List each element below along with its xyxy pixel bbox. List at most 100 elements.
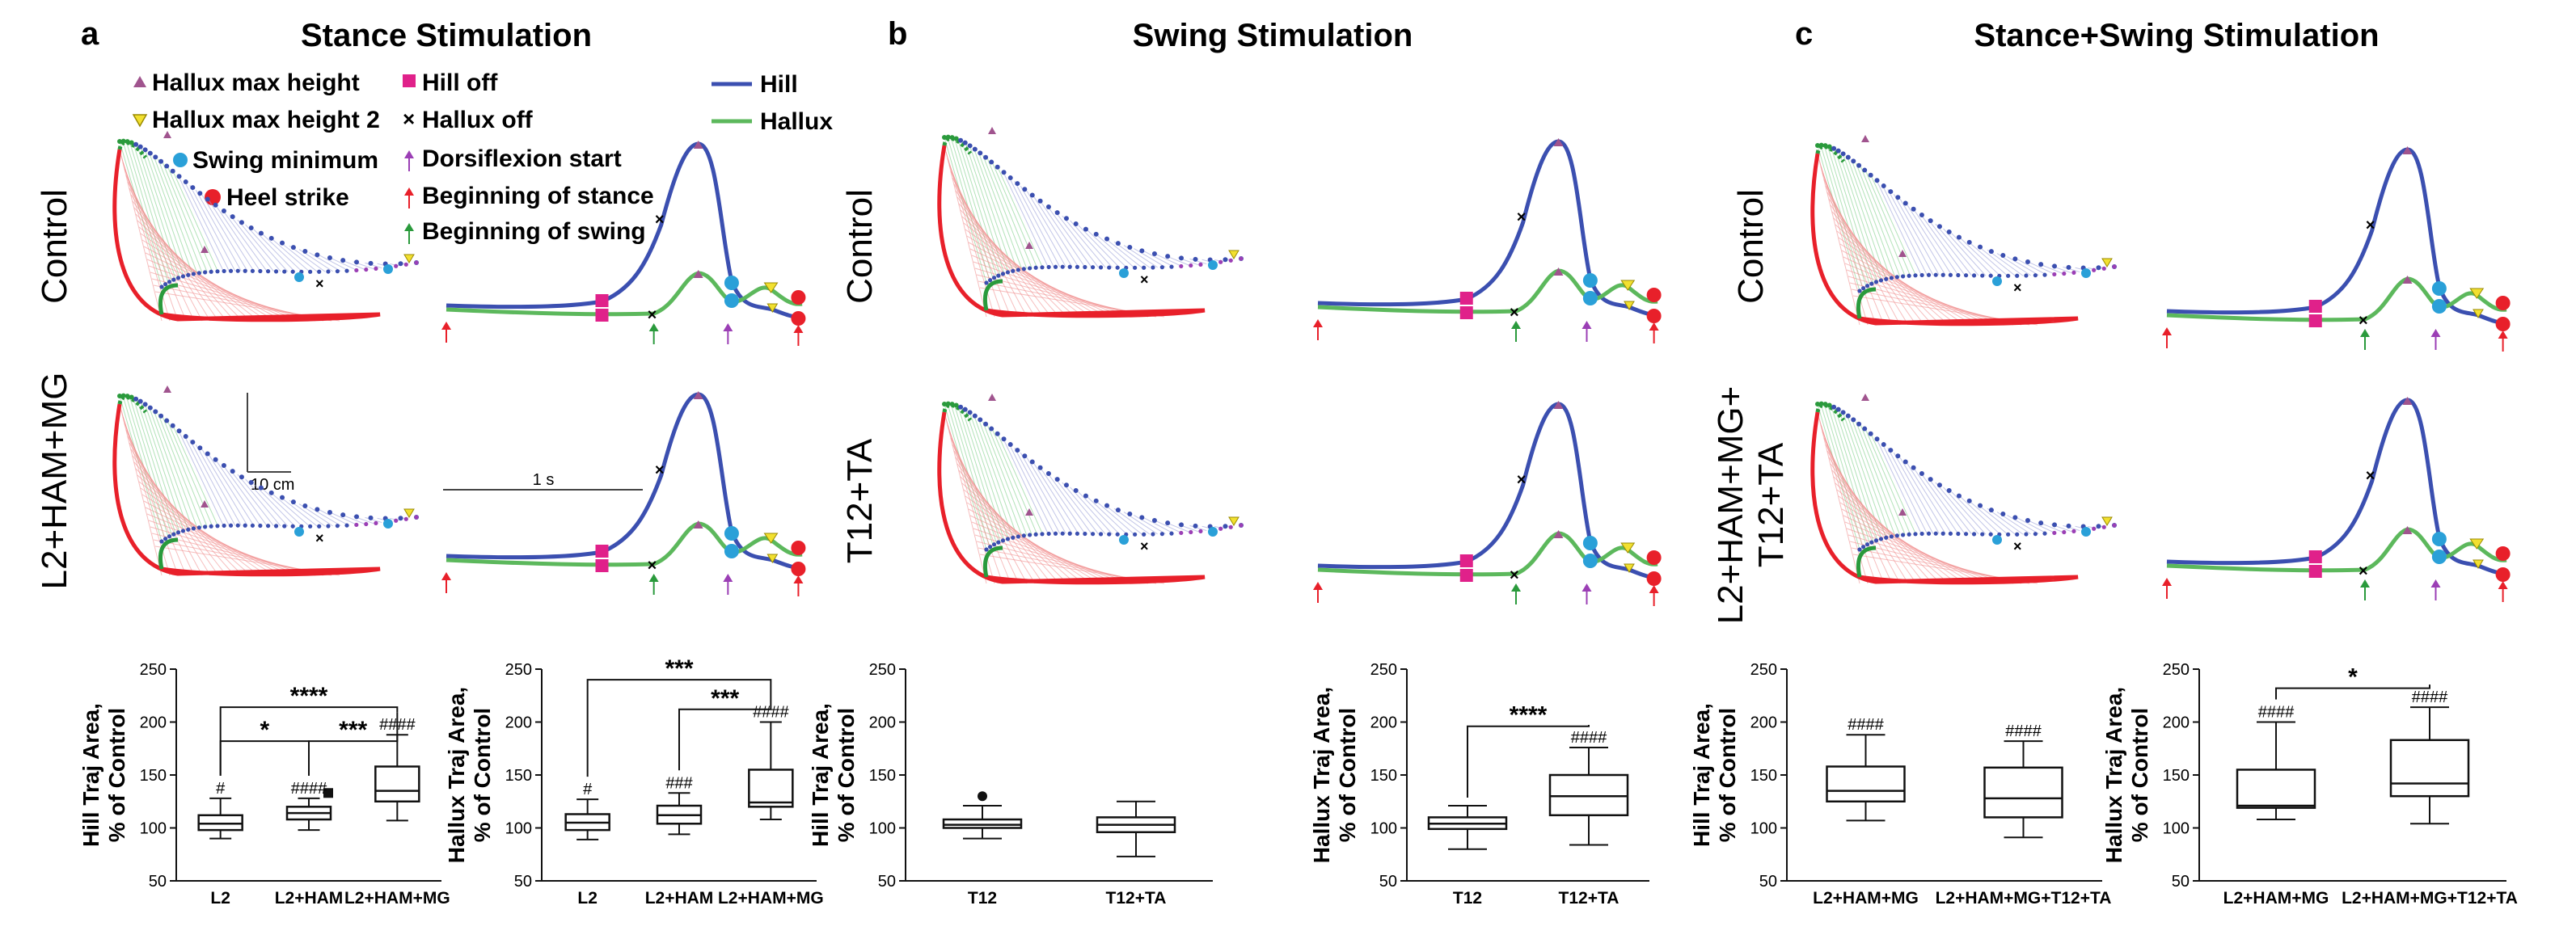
hill-dot [962, 140, 968, 145]
hallux-dot [209, 524, 213, 529]
stick-line [1086, 229, 1128, 268]
hallux-dot [374, 520, 378, 525]
row-label-c-stim-line1: L2+HAM+MG+ [1711, 386, 1750, 625]
hill-dot [354, 259, 360, 265]
hallux-dot [1011, 535, 1016, 540]
x-category-label: L2+HAM [275, 889, 344, 908]
stick-line [1856, 162, 1901, 277]
hallux-dot [258, 523, 263, 529]
hill-dot [1139, 515, 1145, 520]
hill-dot [354, 514, 360, 520]
dorsiflexion-arrow [2430, 579, 2441, 588]
hallux-dot [250, 523, 255, 528]
legend-beginning-of-swing: Beginning of swing [422, 218, 646, 245]
hallux-dot [364, 521, 369, 527]
stick-line [2063, 524, 2080, 532]
stance-arrow [1313, 319, 1323, 327]
hill-dot [958, 404, 964, 410]
max-height-marker [2402, 397, 2413, 405]
max-height2-marker [1620, 542, 1636, 554]
hill-dot [2066, 264, 2071, 270]
scale-time-label: 1 s [533, 471, 555, 489]
hill-dot [1151, 251, 1157, 257]
y-tick-label: 50 [514, 873, 532, 891]
stick-line [1008, 176, 1054, 267]
y-tick-label: 250 [505, 661, 532, 679]
stick-line [2007, 515, 2039, 534]
stance-line [130, 449, 219, 576]
hallux-dot [175, 530, 181, 535]
hallux-dot [1040, 532, 1045, 537]
hallux-dot [344, 268, 349, 273]
hallux-dot [2024, 273, 2029, 278]
hill-off-marker-icon [403, 74, 416, 87]
stick-line [1166, 522, 1190, 533]
stick-line [1906, 462, 1953, 534]
hill-dot [1815, 143, 1820, 148]
hallux-dot [180, 274, 186, 279]
hill-dot [315, 252, 320, 258]
hallux-dot [317, 524, 322, 529]
hill-off-marker [595, 294, 609, 307]
hill-dot [995, 431, 1000, 436]
hallux-dot [308, 524, 313, 529]
y-tick-label: 100 [1750, 820, 1777, 838]
hill-off-marker [1459, 569, 1473, 582]
hill-trace [446, 392, 803, 571]
box [2236, 769, 2316, 809]
x-category-label: T12 [1453, 889, 1482, 908]
hill-dot [989, 426, 995, 432]
hill-dot [221, 208, 226, 214]
hallux-off-marker: × [2359, 312, 2368, 330]
hallux-dot [2006, 532, 2011, 537]
significance-hash: #### [2258, 704, 2295, 722]
stance-arrow [2162, 578, 2172, 586]
hallux-dot [326, 524, 331, 529]
hallux-off-marker: × [1517, 208, 1527, 226]
max-height-marker [693, 391, 703, 399]
hill-off-marker [595, 309, 609, 322]
stick-line [280, 242, 318, 272]
stick-line [1155, 520, 1182, 533]
stance-line [127, 181, 203, 322]
stick-line [1959, 495, 2001, 535]
hallux-dot [1864, 284, 1870, 289]
hill-dot [117, 139, 122, 144]
hallux-dot [996, 273, 1001, 278]
stance-trace [1810, 153, 2079, 326]
hallux-dot [1218, 526, 1223, 531]
hill-dot [1037, 198, 1043, 204]
stick-line [1928, 477, 1972, 535]
stick-line [1968, 500, 2008, 535]
hill-dot [2012, 515, 2018, 520]
stick-line [1935, 223, 1979, 276]
hill-dot [1054, 477, 1060, 482]
swing-rise [158, 537, 179, 570]
stick-line [1062, 482, 1106, 535]
hallux-dot [1005, 270, 1011, 275]
stick-line [253, 483, 296, 527]
hallux-dot [403, 262, 408, 267]
stick-line [1166, 255, 1190, 267]
hill-trace [446, 141, 803, 320]
y-tick-label: 50 [1379, 873, 1397, 891]
hallux-dot [1988, 532, 1993, 537]
y-tick-label: 150 [140, 767, 167, 785]
hill-dot [978, 417, 983, 423]
hill-dot [1835, 148, 1841, 154]
stick-line [1919, 472, 1966, 534]
heel-strike-marker [1646, 309, 1662, 323]
stick-line [1899, 457, 1946, 534]
max-height-marker [201, 246, 209, 253]
hallux-dot [1963, 532, 1969, 537]
swing-min-marker [1208, 260, 1218, 270]
hallux-dot [2071, 529, 2076, 533]
hallux-dot [2052, 530, 2057, 536]
hallux-dot [1021, 267, 1026, 272]
stick-line [208, 454, 255, 526]
hill-dot [268, 490, 274, 495]
row-label-b-control: Control [840, 189, 880, 304]
box [748, 769, 794, 808]
hill-dot [290, 499, 296, 505]
max-height2-marker [2473, 309, 2484, 318]
